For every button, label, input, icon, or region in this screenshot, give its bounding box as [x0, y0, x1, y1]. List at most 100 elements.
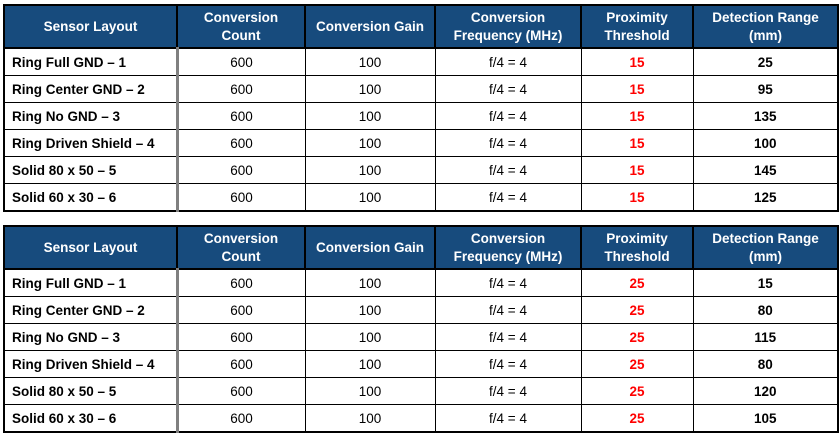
cell-proximity-threshold: 15: [580, 102, 694, 131]
sensor-results-table-threshold-25: Sensor Layout Conversion Count Conversio…: [3, 225, 839, 434]
cell-conversion-count: 600: [176, 156, 306, 185]
cell-sensor-layout: Ring Center GND – 2: [3, 296, 179, 325]
cell-proximity-threshold: 25: [580, 296, 694, 325]
cell-detection-range: 115: [692, 323, 839, 352]
cell-conversion-frequency: f/4 = 4: [434, 377, 582, 406]
column-header-proximity-threshold: Proximity Threshold: [580, 3, 694, 50]
cell-conversion-gain: 100: [304, 47, 436, 77]
cell-conversion-count: 600: [176, 183, 306, 212]
cell-conversion-frequency: f/4 = 4: [434, 129, 582, 158]
cell-detection-range: 125: [692, 183, 839, 212]
cell-detection-range: 80: [692, 296, 839, 325]
table-row: Ring Full GND – 1 600 100 f/4 = 4 25 15: [3, 268, 839, 298]
cell-proximity-threshold: 15: [580, 75, 694, 104]
cell-conversion-count: 600: [176, 268, 306, 298]
cell-conversion-gain: 100: [304, 102, 436, 131]
cell-conversion-gain: 100: [304, 183, 436, 212]
cell-proximity-threshold: 25: [580, 350, 694, 379]
table-header: Sensor Layout Conversion Count Conversio…: [3, 225, 839, 271]
cell-conversion-frequency: f/4 = 4: [434, 102, 582, 131]
column-header-proximity-threshold: Proximity Threshold: [580, 225, 694, 271]
cell-conversion-gain: 100: [304, 404, 436, 433]
column-header-conversion-frequency: Conversion Frequency (MHz): [434, 225, 582, 271]
cell-proximity-threshold: 25: [580, 377, 694, 406]
table-row: Ring Full GND – 1 600 100 f/4 = 4 15 25: [3, 47, 839, 77]
cell-sensor-layout: Solid 60 x 30 – 6: [3, 183, 179, 212]
table-row: Ring Driven Shield – 4 600 100 f/4 = 4 1…: [3, 129, 839, 158]
column-header-conversion-gain: Conversion Gain: [304, 3, 436, 50]
cell-conversion-frequency: f/4 = 4: [434, 323, 582, 352]
cell-conversion-count: 600: [176, 350, 306, 379]
cell-detection-range: 95: [692, 75, 839, 104]
column-header-sensor-layout: Sensor Layout: [3, 3, 178, 50]
table-row: Ring Driven Shield – 4 600 100 f/4 = 4 2…: [3, 350, 839, 379]
table-row: Ring Center GND – 2 600 100 f/4 = 4 25 8…: [3, 296, 839, 325]
cell-proximity-threshold: 15: [580, 156, 694, 185]
cell-detection-range: 25: [692, 47, 839, 77]
cell-sensor-layout: Ring Full GND – 1: [3, 268, 179, 298]
cell-conversion-count: 600: [176, 323, 306, 352]
cell-conversion-count: 600: [176, 129, 306, 158]
cell-conversion-gain: 100: [304, 268, 436, 298]
column-header-detection-range: Detection Range (mm): [692, 3, 839, 50]
column-header-conversion-count: Conversion Count: [176, 3, 306, 50]
cell-conversion-count: 600: [176, 296, 306, 325]
table-body: Ring Full GND – 1 600 100 f/4 = 4 15 25 …: [3, 47, 839, 212]
cell-conversion-frequency: f/4 = 4: [434, 75, 582, 104]
cell-conversion-frequency: f/4 = 4: [434, 404, 582, 433]
cell-conversion-frequency: f/4 = 4: [434, 156, 582, 185]
cell-detection-range: 120: [692, 377, 839, 406]
sensor-results-table-threshold-15: Sensor Layout Conversion Count Conversio…: [3, 3, 839, 213]
column-header-conversion-count: Conversion Count: [176, 225, 306, 271]
cell-sensor-layout: Ring Full GND – 1: [3, 47, 179, 77]
cell-conversion-gain: 100: [304, 129, 436, 158]
table-header: Sensor Layout Conversion Count Conversio…: [3, 3, 839, 50]
cell-sensor-layout: Ring No GND – 3: [3, 323, 179, 352]
cell-conversion-gain: 100: [304, 156, 436, 185]
cell-detection-range: 105: [692, 404, 839, 433]
cell-proximity-threshold: 25: [580, 323, 694, 352]
cell-detection-range: 15: [692, 268, 839, 298]
cell-conversion-frequency: f/4 = 4: [434, 296, 582, 325]
cell-conversion-count: 600: [176, 47, 306, 77]
cell-detection-range: 100: [692, 129, 839, 158]
cell-detection-range: 80: [692, 350, 839, 379]
cell-proximity-threshold: 25: [580, 268, 694, 298]
cell-proximity-threshold: 25: [580, 404, 694, 433]
cell-proximity-threshold: 15: [580, 183, 694, 212]
header-row: Sensor Layout Conversion Count Conversio…: [3, 3, 839, 50]
cell-detection-range: 145: [692, 156, 839, 185]
column-header-detection-range: Detection Range (mm): [692, 225, 839, 271]
header-row: Sensor Layout Conversion Count Conversio…: [3, 225, 839, 271]
table-row: Ring Center GND – 2 600 100 f/4 = 4 15 9…: [3, 75, 839, 104]
column-header-conversion-frequency: Conversion Frequency (MHz): [434, 3, 582, 50]
cell-conversion-frequency: f/4 = 4: [434, 183, 582, 212]
column-header-sensor-layout: Sensor Layout: [3, 225, 178, 271]
cell-proximity-threshold: 15: [580, 47, 694, 77]
cell-conversion-frequency: f/4 = 4: [434, 268, 582, 298]
cell-conversion-count: 600: [176, 102, 306, 131]
table-row: Solid 60 x 30 – 6 600 100 f/4 = 4 25 105: [3, 404, 839, 433]
table-row: Ring No GND – 3 600 100 f/4 = 4 15 135: [3, 102, 839, 131]
cell-detection-range: 135: [692, 102, 839, 131]
cell-sensor-layout: Ring No GND – 3: [3, 102, 179, 131]
cell-sensor-layout: Solid 80 x 50 – 5: [3, 377, 179, 406]
cell-conversion-frequency: f/4 = 4: [434, 350, 582, 379]
table-body: Ring Full GND – 1 600 100 f/4 = 4 25 15 …: [3, 268, 839, 433]
cell-conversion-gain: 100: [304, 75, 436, 104]
column-header-conversion-gain: Conversion Gain: [304, 225, 436, 271]
cell-sensor-layout: Ring Driven Shield – 4: [3, 350, 179, 379]
cell-conversion-count: 600: [176, 75, 306, 104]
table-row: Solid 60 x 30 – 6 600 100 f/4 = 4 15 125: [3, 183, 839, 212]
table-row: Solid 80 x 50 – 5 600 100 f/4 = 4 25 120: [3, 377, 839, 406]
cell-sensor-layout: Ring Driven Shield – 4: [3, 129, 179, 158]
cell-proximity-threshold: 15: [580, 129, 694, 158]
table-row: Ring No GND – 3 600 100 f/4 = 4 25 115: [3, 323, 839, 352]
cell-sensor-layout: Solid 60 x 30 – 6: [3, 404, 179, 433]
cell-conversion-frequency: f/4 = 4: [434, 47, 582, 77]
table-row: Solid 80 x 50 – 5 600 100 f/4 = 4 15 145: [3, 156, 839, 185]
cell-conversion-count: 600: [176, 404, 306, 433]
cell-sensor-layout: Ring Center GND – 2: [3, 75, 179, 104]
cell-conversion-gain: 100: [304, 296, 436, 325]
